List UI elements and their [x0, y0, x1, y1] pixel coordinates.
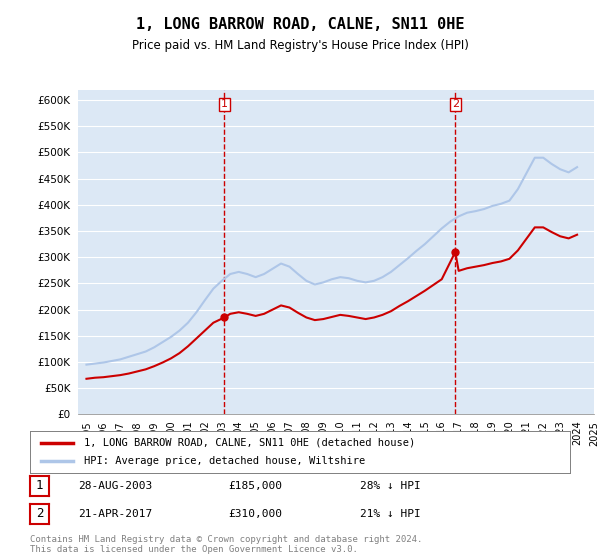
Text: 1, LONG BARROW ROAD, CALNE, SN11 0HE (detached house): 1, LONG BARROW ROAD, CALNE, SN11 0HE (de… [84, 438, 415, 448]
Text: 1: 1 [221, 99, 228, 109]
Text: Price paid vs. HM Land Registry's House Price Index (HPI): Price paid vs. HM Land Registry's House … [131, 39, 469, 52]
Text: 21-APR-2017: 21-APR-2017 [78, 509, 152, 519]
Text: Contains HM Land Registry data © Crown copyright and database right 2024.
This d: Contains HM Land Registry data © Crown c… [30, 535, 422, 554]
Text: 1, LONG BARROW ROAD, CALNE, SN11 0HE: 1, LONG BARROW ROAD, CALNE, SN11 0HE [136, 17, 464, 32]
Text: 2: 2 [36, 507, 43, 520]
Text: £310,000: £310,000 [228, 509, 282, 519]
Text: 28% ↓ HPI: 28% ↓ HPI [360, 481, 421, 491]
Text: 2: 2 [452, 99, 459, 109]
Text: 21% ↓ HPI: 21% ↓ HPI [360, 509, 421, 519]
Text: £185,000: £185,000 [228, 481, 282, 491]
Text: HPI: Average price, detached house, Wiltshire: HPI: Average price, detached house, Wilt… [84, 456, 365, 466]
Text: 1: 1 [36, 479, 43, 492]
Text: 28-AUG-2003: 28-AUG-2003 [78, 481, 152, 491]
